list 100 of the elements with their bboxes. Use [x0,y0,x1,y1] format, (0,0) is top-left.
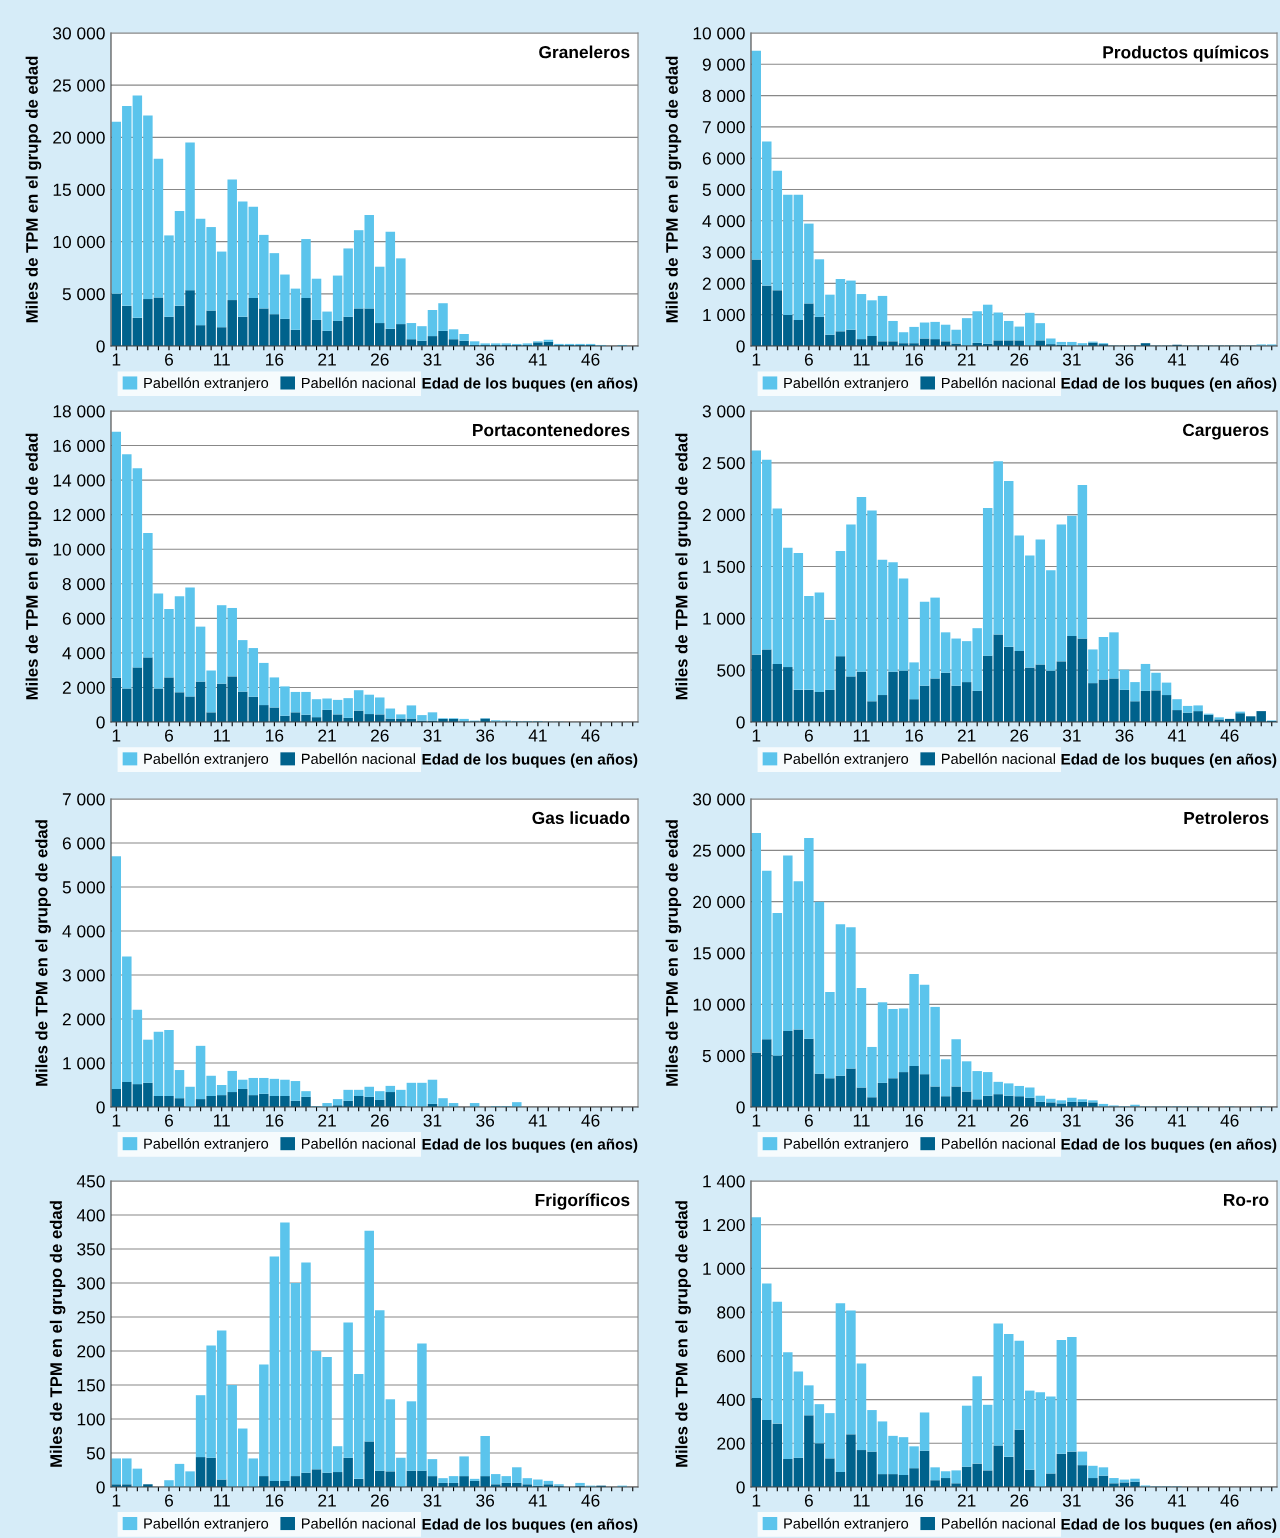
x-tick-label: 31 [1062,353,1081,366]
x-tick-label: 31 [1062,729,1081,742]
y-tick-label: 150 [77,1379,105,1392]
legend-label: Pabellón extranjero [784,1517,909,1532]
x-tick-label: 6 [165,1114,174,1127]
x-tick-label: 31 [1062,1494,1081,1507]
y-tick-label: 50 [86,1447,105,1460]
x-tick-label: 6 [804,1494,813,1507]
text: Productos químicos [1103,45,1269,62]
y-tick-label: 400 [716,1393,745,1407]
y-tick-label: 1 000 [703,612,745,625]
y-tick-label: 16 000 [53,439,105,453]
x-tick-label: 41 [1167,1114,1186,1127]
y-tick-label: 0 [736,1101,745,1114]
x-axis-title: Edad de los buques (en años) [1061,377,1277,392]
y-axis-title: Miles de TPM en el grupo de edad [675,1201,691,1467]
y-tick-label: 5 000 [62,288,105,301]
legend-label: Pabellón extranjero [144,1517,269,1532]
x-tick-label: 41 [528,353,547,366]
y-tick-label: 3 000 [62,969,105,982]
legend-label: Pabellón extranjero [784,753,909,767]
x-tick-label: 1 [752,1114,761,1127]
x-tick-label: 21 [318,1494,336,1507]
x-tick-label: 36 [1115,729,1134,742]
x-axis-title: Edad de los buques (en años) [1061,1518,1277,1533]
y-tick-label: 250 [77,1311,105,1324]
x-tick-label: 21 [318,1114,336,1127]
x-tick-label: 31 [423,1494,442,1507]
x-tick-label: 16 [905,353,923,366]
y-tick-label: 600 [717,1350,745,1363]
y-tick-label: 6 000 [702,152,745,165]
y-tick-label: 1 000 [63,1057,105,1070]
y-tick-label: 5 000 [62,881,105,894]
x-tick-label: 36 [1115,353,1134,366]
y-tick-label: 30 000 [693,793,745,806]
x-tick-label: 36 [476,1114,495,1127]
x-tick-label: 1 [112,1494,121,1507]
legend-label: Pabellón nacional [942,377,1055,389]
x-tick-label: 11 [853,1114,870,1127]
x-tick-label: 16 [266,353,284,366]
y-tick-label: 1 200 [703,1218,745,1232]
y-tick-label: 10 000 [53,543,105,556]
x-tick-label: 1 [752,729,761,742]
x-tick-label: 41 [1167,1494,1186,1507]
y-tick-label: 4 000 [62,925,105,938]
x-tick-label: 1 [752,353,761,366]
legend-label: Pabellón nacional [302,1137,415,1149]
y-tick-label: 20 000 [693,895,745,909]
x-tick-label: 41 [1167,729,1186,742]
legend-label: Pabellón nacional [302,1517,415,1529]
y-tick-label: 18 000 [53,405,105,418]
x-tick-label: 31 [423,1114,442,1127]
legend-label: Pabellón extranjero [144,753,269,767]
x-tick-label: 46 [581,353,600,366]
y-tick-label: 1 000 [703,308,745,322]
legend-label: Pabellón nacional [942,753,1055,764]
x-axis-title: Edad de los buques (en años) [1061,1138,1277,1153]
x-axis-title: Edad de los buques (en años) [422,1518,638,1533]
y-tick-label: 30 000 [53,27,105,40]
x-tick-label: 11 [853,1494,870,1507]
x-tick-label: 16 [905,1494,923,1507]
y-tick-label: 2 000 [702,508,745,522]
y-axis-title: Miles de TPM en el grupo de edad [25,56,42,323]
y-tick-label: 400 [76,1209,105,1222]
y-tick-label: 350 [77,1243,105,1256]
text: Gas licuado [532,811,630,825]
y-tick-label: 25 000 [53,79,105,92]
y-axis-title: Miles de TPM en el grupo de edad [665,820,682,1086]
x-tick-label: 16 [905,729,923,742]
y-axis-title: Miles de TPM en el grupo de edad [665,56,682,323]
y-tick-label: 0 [96,1101,105,1114]
legend-label: Pabellón extranjero [144,1137,269,1152]
x-tick-label: 31 [1062,1114,1081,1127]
y-tick-label: 3 000 [702,246,745,259]
x-tick-label: 26 [370,353,389,366]
y-tick-label: 2 000 [62,681,105,694]
text: Petroleros [1184,811,1269,825]
x-tick-label: 46 [581,1114,600,1127]
x-tick-label: 16 [266,1494,284,1507]
y-tick-label: 300 [77,1277,105,1290]
y-tick-label: 3 000 [702,405,745,418]
y-tick-label: 15 000 [693,947,745,960]
x-tick-label: 1 [112,729,121,742]
x-tick-label: 16 [266,1114,284,1127]
x-axis-title: Edad de los buques (en años) [422,377,638,392]
text: Graneleros [539,45,630,59]
y-tick-label: 200 [77,1345,105,1358]
legend-label: Pabellón extranjero [784,1137,909,1152]
x-tick-label: 26 [1010,1114,1029,1127]
x-tick-label: 31 [423,729,442,742]
x-tick-label: 21 [957,729,976,742]
legend-label: Pabellón nacional [302,753,415,764]
y-tick-label: 8 000 [62,577,105,591]
y-tick-label: 10 000 [693,27,745,40]
y-tick-label: 1 500 [703,560,745,573]
x-tick-label: 26 [370,1494,389,1507]
x-axis-title: Edad de los buques (en años) [422,753,638,768]
y-tick-label: 15 000 [53,183,105,196]
x-tick-label: 26 [370,729,389,742]
y-tick-label: 12 000 [53,508,105,522]
